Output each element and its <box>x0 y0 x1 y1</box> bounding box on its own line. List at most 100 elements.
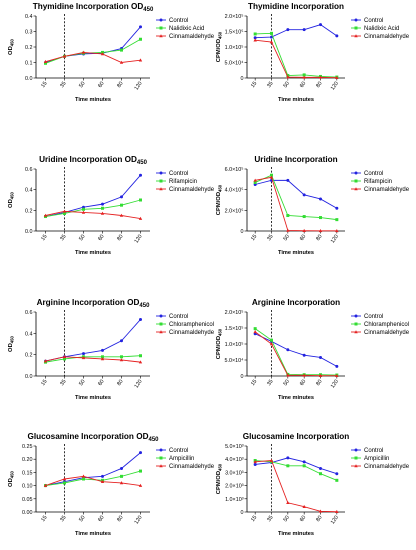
y-tick-label: 3.0×10³ <box>225 470 244 476</box>
y-axis-label-text: OD <box>8 199 14 208</box>
data-point <box>302 215 306 219</box>
chart-title-text: Thymidine Incorporation OD <box>33 2 144 11</box>
series-cinnamaldehyde <box>43 474 143 487</box>
legend-label: Control <box>364 448 383 454</box>
x-tick-label: 15 <box>250 379 258 387</box>
legend-label: Control <box>169 448 188 454</box>
legend-item: Control <box>351 171 383 177</box>
chart-panel-6: Arginine Incorporation 0 5.0×10⁴ 1.0×10⁵ 1.5… <box>216 298 410 401</box>
series-line <box>45 51 141 63</box>
y-tick-label: 0.05 <box>22 497 33 503</box>
x-tick-label: 80 <box>315 81 323 89</box>
data-point <box>318 509 323 513</box>
legend-item: Cinnamaldehyde <box>156 187 215 193</box>
x-tick-label: 120 <box>134 515 144 526</box>
series-control <box>44 173 142 219</box>
legend-marker <box>159 448 163 452</box>
data-point <box>286 75 290 79</box>
legend-marker <box>159 179 163 183</box>
series-control <box>253 23 339 40</box>
data-point <box>120 195 123 199</box>
legend-label: Ampicillin <box>364 456 389 462</box>
y-tick-label: 4.0×10⁵ <box>225 188 244 194</box>
series-line <box>45 356 141 363</box>
data-point <box>253 327 257 331</box>
x-tick-label: 120 <box>330 234 340 245</box>
y-axis-label-text: OD <box>8 46 14 55</box>
series-control <box>253 332 339 368</box>
data-point <box>119 60 124 64</box>
x-axis-label: Time minutes <box>75 97 111 103</box>
y-axis-label-text: CPM/OD <box>216 471 222 494</box>
data-point <box>253 180 257 184</box>
series-line <box>255 179 338 209</box>
x-tick-label: 60 <box>299 515 307 523</box>
data-point <box>269 342 274 346</box>
legend-label: Rifampicin <box>169 179 197 185</box>
series-control <box>44 317 142 363</box>
x-tick-label: 50 <box>283 81 291 89</box>
data-point <box>286 28 290 32</box>
chart-title: Uridine Incorporation OD450 <box>39 155 147 166</box>
data-point <box>138 216 143 220</box>
data-point <box>335 218 339 222</box>
data-point <box>253 330 257 334</box>
y-tick-label: 0.15 <box>22 470 33 476</box>
x-tick-label: 80 <box>315 515 323 523</box>
data-point <box>100 357 105 361</box>
chart-panel-4: Uridine Incorporation 0 2.0×10⁵ 4.0×10⁵ 6.0×… <box>216 155 410 256</box>
data-point <box>138 360 143 364</box>
legend-marker <box>354 464 358 468</box>
legend-item: Cinnamaldehyde <box>351 187 410 193</box>
y-axis-label-subscript: 450 <box>10 335 15 343</box>
x-axis-label: Time minutes <box>278 250 314 256</box>
x-tick-label: 120 <box>330 379 340 390</box>
data-point <box>139 451 142 455</box>
legend-label: Cinnamaldehyde <box>364 330 410 336</box>
series-line <box>255 32 337 78</box>
series-ampicillin <box>44 469 142 488</box>
y-tick-label: 0.0 <box>25 76 33 82</box>
x-tick-label: 50 <box>283 379 291 387</box>
y-axis-label-subscript: 450 <box>218 463 223 471</box>
x-tick-label: 15 <box>250 515 258 523</box>
legend-marker <box>354 171 358 175</box>
data-point <box>119 213 124 217</box>
x-tick-label: 80 <box>116 81 124 89</box>
legend-label: Rifampicin <box>364 179 392 185</box>
chart-title: Glucosamine Incorporation <box>243 432 349 441</box>
data-point <box>139 469 142 473</box>
legend-item: Cinnamaldehyde <box>351 464 410 470</box>
chart-title-text: Glucosamine Incorporation OD <box>27 432 148 441</box>
x-tick-label: 80 <box>315 234 323 242</box>
data-point <box>286 456 290 460</box>
chart-panel-5: Arginine Incorporation OD4500.00.20.40.6… <box>8 298 215 401</box>
series-line <box>255 460 337 513</box>
y-tick-label: 5.0×10⁴ <box>225 61 245 67</box>
x-tick-label: 35 <box>266 515 274 523</box>
x-tick-label: 60 <box>299 234 307 242</box>
y-tick-label: 2.0×10⁵ <box>225 208 244 214</box>
y-tick-label: 5.0×10⁴ <box>225 358 245 364</box>
x-tick-label: 60 <box>97 234 105 242</box>
series-line <box>45 355 141 363</box>
y-axis-label-text: OD <box>8 343 14 352</box>
legend-item: Nalidixic Acid <box>156 26 204 32</box>
data-point <box>139 198 142 202</box>
series-nalidixic-acid <box>253 31 339 79</box>
data-point <box>82 207 85 211</box>
legend-item: Control <box>156 314 188 320</box>
y-axis-label: CPM/OD450 <box>216 328 223 359</box>
legend-marker <box>159 171 163 175</box>
chart-panel-8: Glucosamine Incorporation 0 1.0×10³ 2.0×10³… <box>216 432 410 537</box>
data-point <box>302 460 306 464</box>
series-line <box>45 475 141 487</box>
series-line <box>45 174 141 217</box>
y-tick-label: 1.0×10³ <box>225 497 244 503</box>
legend-label: Cinnamaldehyde <box>169 34 215 40</box>
data-point <box>335 75 339 79</box>
x-axis-label: Time minutes <box>75 250 111 256</box>
data-point <box>335 228 339 233</box>
legend-item: Chloramphenicol <box>156 322 214 328</box>
y-tick-label: 0.0 <box>25 374 33 380</box>
